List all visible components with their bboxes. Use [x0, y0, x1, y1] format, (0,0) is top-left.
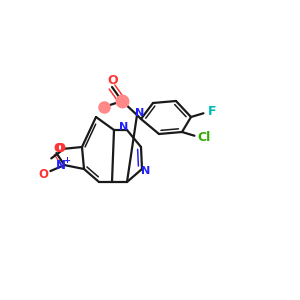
Text: +: +: [63, 156, 70, 165]
Text: N: N: [56, 159, 65, 172]
Text: F: F: [208, 105, 217, 118]
Text: O: O: [108, 74, 118, 86]
Text: Cl: Cl: [198, 131, 211, 144]
Text: N: N: [119, 122, 129, 132]
Text: O: O: [55, 142, 65, 155]
Text: N: N: [141, 166, 151, 176]
Text: O: O: [38, 168, 48, 181]
Text: O: O: [53, 142, 63, 154]
Text: N: N: [135, 108, 145, 118]
